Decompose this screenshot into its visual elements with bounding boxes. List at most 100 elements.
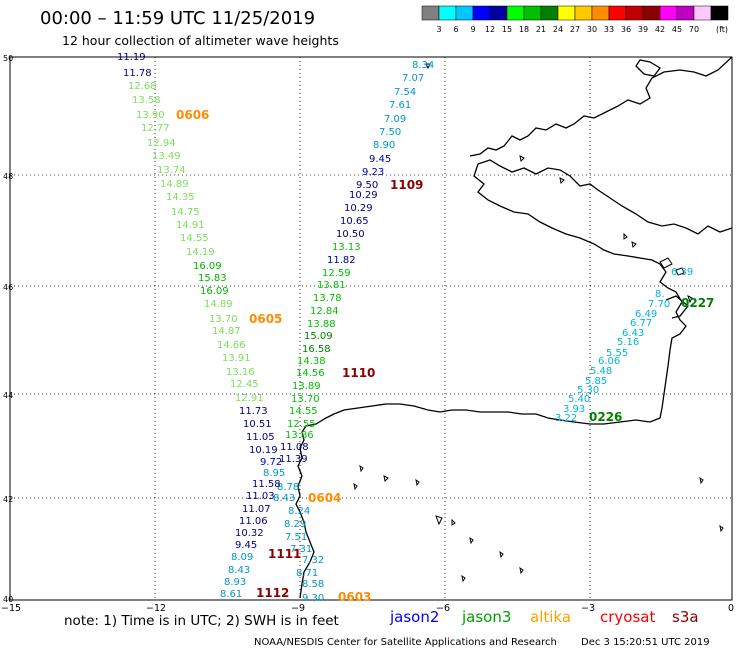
legend-swatch	[472, 5, 491, 21]
wave-height-label: 9.45	[369, 154, 391, 165]
map-title: 00:00 – 11:59 UTC 11/25/2019	[40, 8, 315, 29]
footer-credit: NOAA/NESDIS Center for Satellite Applica…	[254, 637, 557, 648]
wave-height-label: 12.59	[322, 268, 351, 279]
wave-height-label: 7.54	[394, 87, 416, 98]
legend-swatch	[693, 5, 712, 21]
legend-swatch	[421, 5, 440, 21]
pass-time-label: 0606	[176, 108, 209, 122]
sat-cryosat: cryosat	[600, 608, 655, 626]
pass-time-label: 1110	[342, 366, 375, 380]
wave-height-label: 8.78	[277, 482, 299, 493]
wave-height-label: 12.55	[287, 419, 316, 430]
wave-height-label: 11.07	[242, 504, 271, 515]
wave-height-label: 7.07	[402, 73, 424, 84]
legend-label: 15	[502, 25, 512, 34]
wave-height-label: 10.29	[349, 190, 378, 201]
wave-height-label: 7.61	[389, 100, 411, 111]
lon-tick-15: −15	[1, 603, 21, 614]
wave-height-label: 15.09	[304, 331, 333, 342]
legend-swatch	[557, 5, 576, 21]
lon-tick-6: −6	[436, 603, 450, 614]
wave-height-label: 8.95	[263, 468, 285, 479]
wave-height-label: 11.05	[246, 432, 275, 443]
wave-height-label: 10.32	[235, 528, 264, 539]
sat-altika: altika	[530, 608, 571, 626]
wave-height-label: 8.29	[284, 519, 306, 530]
wave-height-label: 6.43	[622, 328, 644, 339]
pass-time-label: 1109	[390, 178, 423, 192]
wave-height-label: 8.93	[224, 577, 246, 588]
legend-unit: (ft)	[716, 25, 728, 34]
wave-height-label: 8.58	[302, 579, 324, 590]
legend-label: 18	[519, 25, 529, 34]
wave-height-label: 15.83	[198, 273, 227, 284]
legend-swatch	[540, 5, 559, 21]
legend-label: 33	[604, 25, 614, 34]
note-text: note: 1) Time is in UTC; 2) SWH is in fe…	[64, 613, 339, 629]
wave-height-label: 7.70	[648, 299, 670, 310]
wave-height-label: 12.91	[235, 393, 264, 404]
lat-ticks: 50 48 46 44 42 40	[3, 54, 13, 604]
wave-height-label: 16.58	[302, 344, 331, 355]
sat-s3a: s3a	[672, 608, 699, 626]
legend-swatch	[676, 5, 695, 21]
wave-height-label: 11.03	[246, 491, 275, 502]
wave-height-label: 7.51	[285, 532, 307, 543]
legend-swatch	[574, 5, 593, 21]
wave-height-label: 14.35	[166, 192, 195, 203]
wave-height-label: 13.74	[157, 165, 186, 176]
legend-label: 70	[689, 25, 699, 34]
wave-height-label: 5.85	[585, 376, 607, 387]
plot-frame	[9, 56, 733, 601]
legend-label: 3	[436, 25, 441, 34]
wave-height-label: 13.81	[317, 280, 346, 291]
wave-height-label: 14.66	[217, 340, 246, 351]
wave-height-label: 14.87	[212, 326, 241, 337]
legend-label: 24	[553, 25, 563, 34]
wave-height-label: 3.22	[555, 413, 577, 424]
wave-height-label: 14.55	[289, 406, 318, 417]
lon-tick-12: −12	[146, 603, 166, 614]
legend-label: 12	[485, 25, 495, 34]
wave-height-label: 8.43	[228, 565, 250, 576]
pass-time-label: 0605	[249, 312, 282, 326]
wave-height-label: 12.68	[128, 81, 157, 92]
wave-height-label: 13.78	[313, 293, 342, 304]
legend-swatch	[455, 5, 474, 21]
lat-tick-48: 48	[3, 172, 13, 181]
lat-tick-50: 50	[3, 54, 13, 63]
legend-swatch	[506, 5, 525, 21]
legend-swatch	[642, 5, 661, 21]
wave-height-label: 13.88	[307, 319, 336, 330]
wave-height-label: 13.13	[332, 242, 361, 253]
lon-tick-3: −3	[581, 603, 595, 614]
pass-time-label: 1111	[268, 547, 301, 561]
legend-swatch	[523, 5, 542, 21]
wave-height-label: 13.49	[152, 151, 181, 162]
legend-swatch	[608, 5, 627, 21]
legend-swatch	[659, 5, 678, 21]
wave-height-label: 11.19	[117, 52, 146, 63]
wave-height-label: 13.89	[292, 381, 321, 392]
grid-lines	[10, 57, 732, 600]
pass-time-label: 1112	[256, 586, 289, 600]
wave-height-label: 13.16	[226, 367, 255, 378]
wave-height-label: 8.61	[220, 589, 242, 600]
lat-tick-42: 42	[3, 495, 13, 504]
pass-labels: 0606 1109 0605 1110 0604 1111 1112 0603 0227 0226	[176, 108, 714, 604]
legend-swatch	[438, 5, 457, 21]
lon-tick-9: −9	[291, 603, 305, 614]
wave-height-label: 5.40	[568, 394, 590, 405]
small-islands	[353, 63, 724, 583]
coastline	[295, 56, 733, 599]
wave-height-label: 13.90	[136, 110, 165, 121]
wave-height-label: 14.55	[180, 233, 209, 244]
wave-height-label: 11.06	[239, 516, 268, 527]
legend-label: 39	[638, 25, 648, 34]
wave-height-label: 6.06	[598, 356, 620, 367]
wave-height-label: 13.91	[222, 353, 251, 364]
wave-height-label: 11.08	[280, 442, 309, 453]
wave-height-label: 7.50	[379, 127, 401, 138]
wave-height-label: 12.84	[310, 306, 339, 317]
